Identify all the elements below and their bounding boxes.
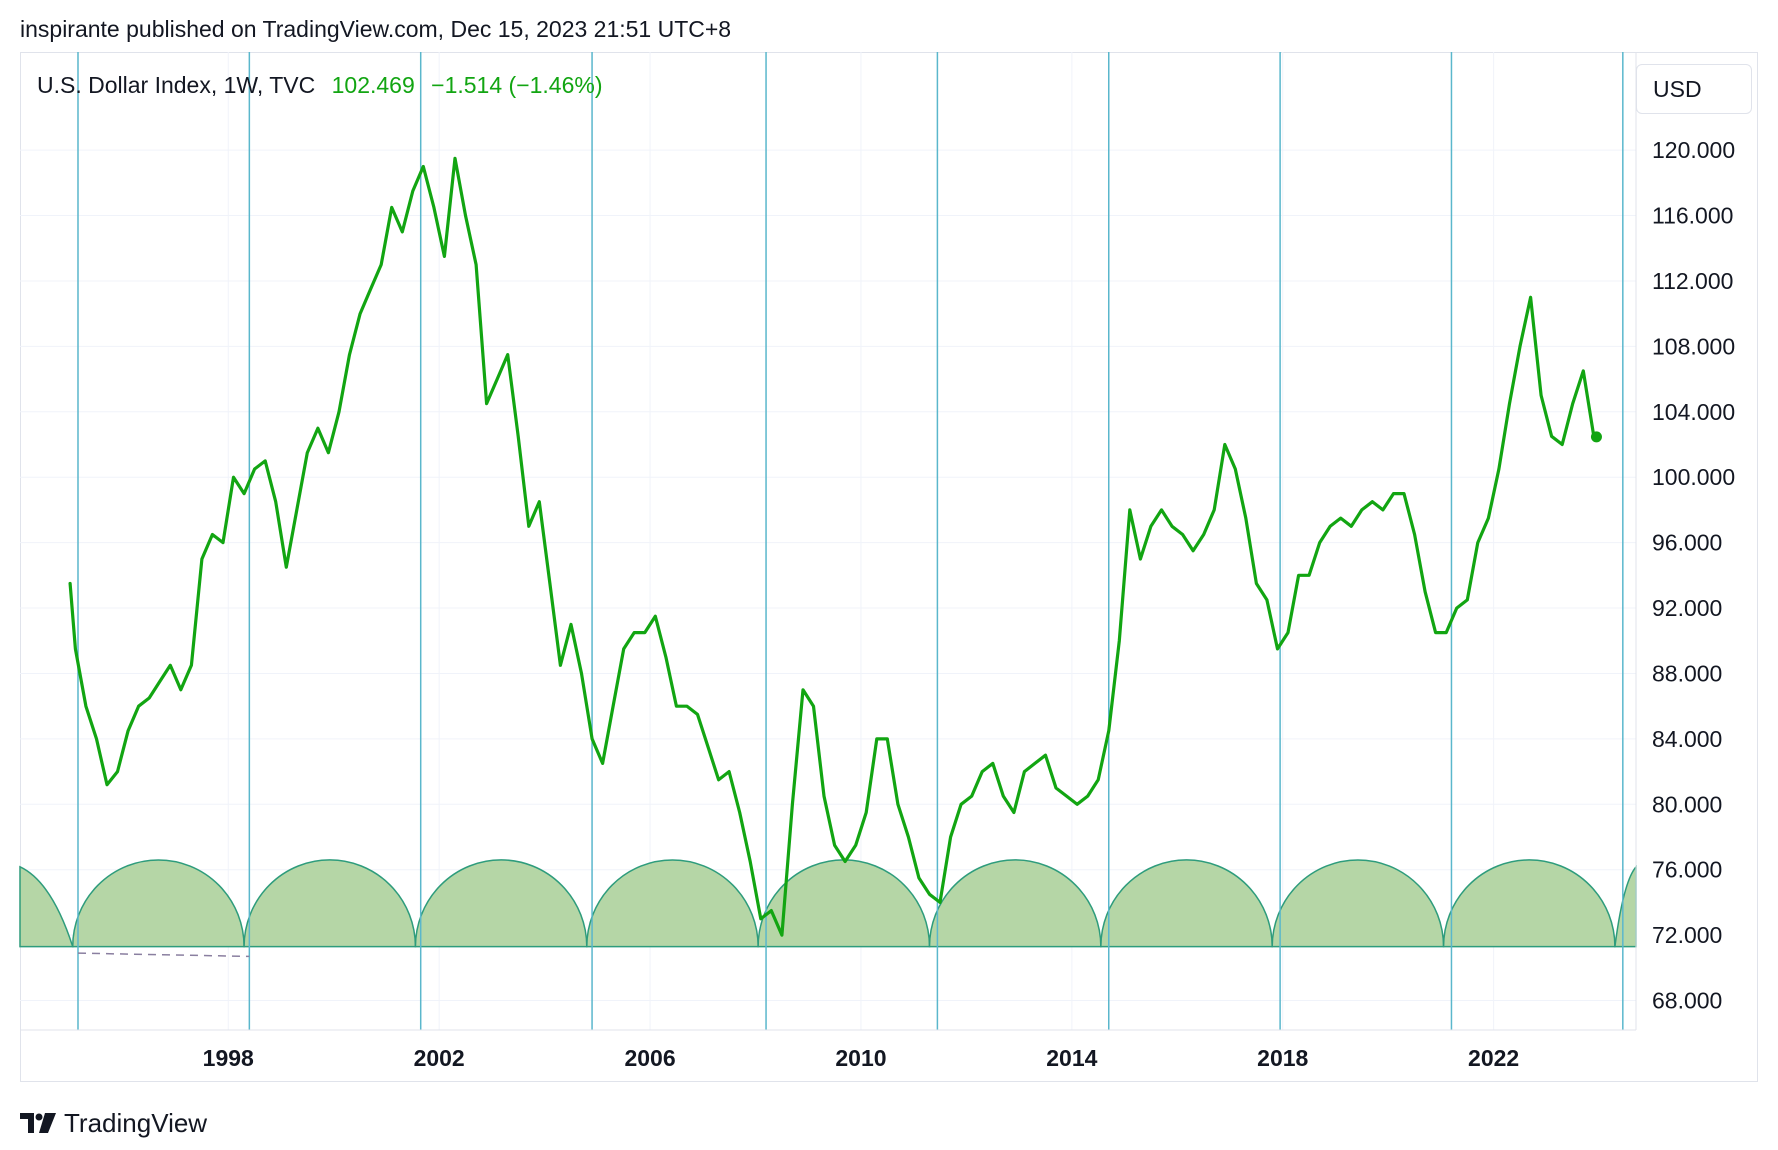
chart-legend: U.S. Dollar Index, 1W, TVC 102.469 −1.51… (37, 72, 603, 99)
y-tick-label: 116.000 (1652, 203, 1733, 229)
y-tick-label: 72.000 (1652, 922, 1722, 948)
x-tick-label: 2014 (1046, 1045, 1097, 1071)
price-series-line (68, 156, 1596, 937)
cycle-arc (19, 865, 74, 948)
y-tick-label: 68.000 (1652, 988, 1722, 1014)
legend-last-price: 102.469 (331, 72, 415, 98)
cycle-arc (928, 859, 1102, 948)
x-tick-label: 2018 (1257, 1045, 1308, 1071)
dashed-trend-line (77, 952, 250, 958)
cycle-arc (71, 859, 245, 948)
last-price-dot (1590, 431, 1602, 443)
y-tick-label: 80.000 (1652, 791, 1722, 817)
legend-symbol: U.S. Dollar Index, 1W, TVC (37, 72, 316, 98)
y-tick-label: 104.000 (1652, 399, 1735, 425)
x-tick-label: 2002 (414, 1045, 465, 1071)
currency-button[interactable]: USD (1636, 64, 1752, 114)
x-tick-label: 2022 (1468, 1045, 1519, 1071)
y-tick-label: 120.000 (1652, 137, 1735, 163)
x-tick-label: 2006 (624, 1045, 675, 1071)
tradingview-logo-icon (20, 1112, 56, 1133)
brand-name: TradingView (64, 1108, 208, 1138)
legend-change: −1.514 (−1.46%) (431, 72, 603, 98)
cycle-arc (243, 859, 417, 948)
cycle-arc (414, 859, 588, 948)
y-tick-label: 100.000 (1652, 464, 1735, 490)
y-tick-label: 96.000 (1652, 530, 1722, 556)
cycle-arc (586, 859, 759, 948)
y-tick-label: 76.000 (1652, 857, 1722, 883)
tradingview-logo[interactable]: TradingView (20, 1108, 207, 1139)
cycle-arc (1100, 859, 1273, 948)
cycle-arc (1614, 864, 1637, 948)
cycle-arc (1271, 859, 1445, 948)
cycle-arc (1442, 859, 1616, 948)
x-tick-label: 1998 (203, 1045, 254, 1071)
y-tick-label: 108.000 (1652, 333, 1735, 359)
publish-info: inspirante published on TradingView.com,… (20, 16, 732, 42)
y-tick-label: 88.000 (1652, 660, 1722, 686)
x-tick-label: 2010 (835, 1045, 886, 1071)
y-tick-label: 84.000 (1652, 726, 1722, 752)
y-tick-label: 92.000 (1652, 595, 1722, 621)
y-tick-label: 112.000 (1652, 268, 1733, 294)
